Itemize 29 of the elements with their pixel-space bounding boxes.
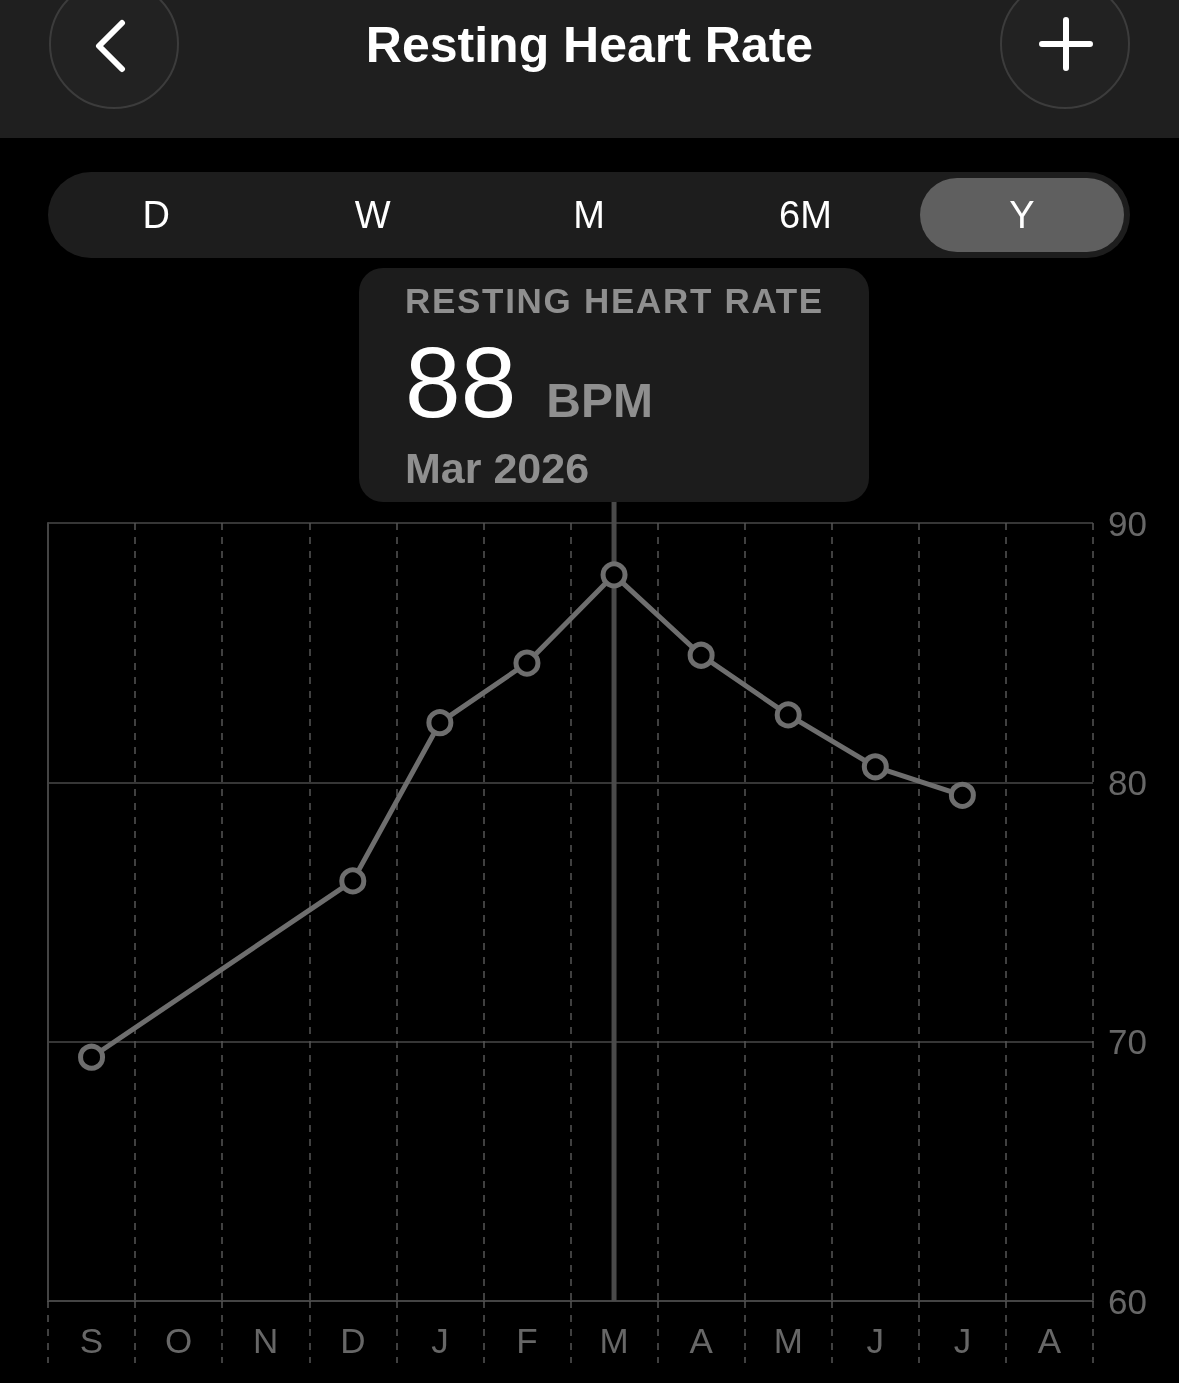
x-tick-label: D: [340, 1321, 366, 1360]
tooltip-card: RESTING HEART RATE 88 BPM Mar 2026: [359, 267, 870, 502]
point: [426, 709, 454, 737]
x-tick-label: O: [165, 1321, 193, 1360]
x-tick-label: S: [79, 1321, 104, 1360]
y-tick-label: 80: [1108, 762, 1147, 802]
x-tick-label: A: [1037, 1321, 1062, 1360]
x-tick-label: J: [953, 1321, 972, 1360]
point: [948, 781, 976, 809]
x-tick-label: N: [253, 1321, 279, 1360]
x-tick-label: A: [689, 1321, 714, 1360]
point: [861, 753, 889, 781]
point: [78, 1043, 106, 1071]
x-tick-label: J: [431, 1321, 449, 1360]
point: [774, 701, 802, 729]
x-tick-label: M: [599, 1321, 629, 1360]
point: [513, 649, 541, 677]
annotation: 88: [405, 325, 517, 438]
point: [687, 641, 715, 669]
point: [339, 867, 367, 895]
y-tick-label: 70: [1108, 1022, 1147, 1062]
x-tick-label: F: [516, 1321, 538, 1360]
chart-title: Resting Heart Rate: [364, 17, 815, 73]
y-tick-label: 90: [1108, 503, 1147, 543]
point: [600, 561, 628, 589]
y-tick-label: 60: [1108, 1281, 1147, 1321]
x-tick-label: M: [773, 1321, 803, 1360]
segmented-control: D W M 6M Y: [48, 172, 1130, 258]
x-tick-label: J: [866, 1321, 885, 1360]
